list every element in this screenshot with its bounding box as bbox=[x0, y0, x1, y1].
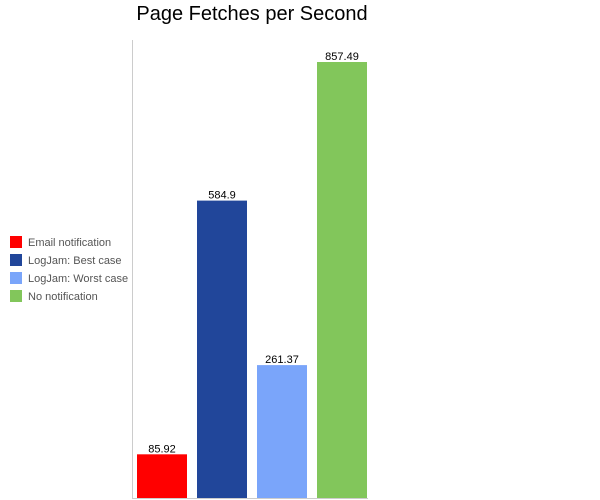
bar-1 bbox=[137, 454, 187, 498]
legend: Email notification LogJam: Best case LogJa… bbox=[10, 236, 128, 303]
data-label-3: 261.37 bbox=[265, 354, 299, 366]
bar-3 bbox=[257, 365, 307, 498]
legend-label-1: Email notification bbox=[28, 237, 111, 249]
legend-label-4: No notification bbox=[28, 291, 98, 303]
data-label-2: 584.9 bbox=[208, 190, 236, 202]
legend-swatch-3 bbox=[10, 272, 22, 284]
bars-group: 85.92 584.9 261.37 857.49 bbox=[137, 51, 367, 498]
bar-2 bbox=[197, 200, 247, 498]
legend-swatch-2 bbox=[10, 254, 22, 266]
chart-title: Page Fetches per Second bbox=[136, 3, 367, 25]
legend-swatch-1 bbox=[10, 236, 22, 248]
legend-label-2: LogJam: Best case bbox=[28, 255, 122, 267]
legend-swatch-4 bbox=[10, 290, 22, 302]
data-label-4: 857.49 bbox=[325, 51, 359, 63]
legend-label-3: LogJam: Worst case bbox=[28, 273, 128, 285]
data-label-1: 85.92 bbox=[148, 443, 176, 455]
bar-4 bbox=[317, 62, 367, 498]
